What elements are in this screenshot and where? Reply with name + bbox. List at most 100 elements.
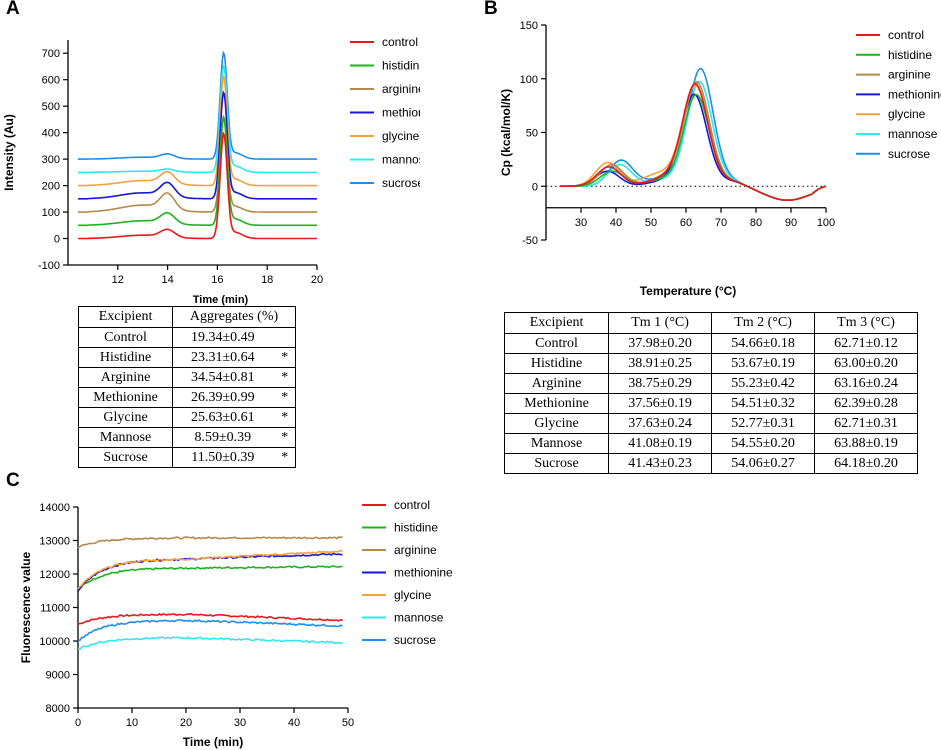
significance-mark: * [272, 347, 296, 368]
excipient-cell: Arginine [77, 367, 174, 388]
series-line-control [77, 612, 343, 626]
table-header-row: Excipient Tm 1 (°C) Tm 2 (°C) Tm 3 (°C) [503, 312, 918, 334]
y-tick-label: 700 [42, 48, 60, 60]
header-excipient: Excipient [77, 306, 174, 328]
series-line-arginine [77, 536, 343, 549]
x-tick-label: 16 [211, 274, 223, 286]
tm2-cell: 54.66±0.18 [711, 333, 816, 354]
table-row: Glycine 25.63±0.61 * [77, 407, 296, 428]
significance-mark: * [272, 427, 296, 448]
table-row: Mannose 8.59±0.39 * [77, 427, 296, 448]
y-tick-label: 14000 [39, 502, 70, 514]
tm2-cell: 53.67±0.19 [711, 353, 816, 374]
chart-a-intensity: -100 0 100 200 300 400 500 600 700 12 14 16 18 20 Inte… [2, 35, 420, 306]
tm3-cell: 63.88±0.19 [814, 433, 918, 454]
excipient-cell: Glycine [503, 413, 610, 434]
y-tick-label: 12000 [39, 569, 70, 581]
excipient-cell: Control [77, 327, 174, 348]
aggregates-cell: 11.50±0.39 [172, 447, 273, 468]
x-tick-label: 100 [817, 217, 835, 229]
x-tick-label: 0 [75, 717, 81, 729]
aggregates-cell: 8.59±0.39 [172, 427, 273, 448]
excipient-cell: Glycine [77, 407, 174, 428]
series-line-glycine [78, 74, 317, 187]
x-tick-label: 14 [161, 274, 173, 286]
series-line-glycine [77, 549, 343, 590]
series-line-sucrose [77, 619, 343, 642]
legend-label-histidine: histidine [382, 59, 420, 73]
tm2-cell: 54.55±0.20 [711, 433, 816, 454]
y-tick-label: 0 [54, 234, 60, 246]
y-tick-label: 200 [42, 181, 60, 193]
legend-label-histidine: histidine [394, 521, 438, 535]
x-axis-title: Time (min) [193, 294, 249, 306]
header-tm3: Tm 3 (°C) [814, 312, 918, 334]
y-tick-label: 600 [42, 75, 60, 87]
excipient-cell: Sucrose [77, 447, 174, 468]
excipient-cell: Arginine [503, 373, 610, 394]
excipient-cell: Methionine [503, 393, 610, 414]
legend-label-sucrose: sucrose [394, 633, 436, 647]
tm3-cell: 62.71±0.31 [814, 413, 918, 434]
y-axis-title: Fluorescence value [19, 551, 33, 663]
chart-b-cp: -50 0 50 100 150 30 40 50 60 70 80 90 100 Cp (kcal/mo… [499, 20, 941, 298]
series-line-sucrose [78, 50, 317, 160]
aggregates-cell: 34.54±0.81 [172, 367, 273, 388]
header-aggregates: Aggregates (%) [172, 306, 296, 328]
tm1-cell: 37.98±0.20 [608, 333, 713, 354]
table-row: Arginine 38.75±0.29 55.23±0.42 63.16±0.24 [503, 373, 918, 394]
significance-mark [272, 327, 296, 348]
excipient-cell: Histidine [77, 347, 174, 368]
table-row: Histidine 38.91±0.25 53.67±0.19 63.00±0.20 [503, 353, 918, 374]
tm1-cell: 37.63±0.24 [608, 413, 713, 434]
aggregates-cell: 26.39±0.99 [172, 387, 273, 408]
y-axis-title: Cp (kcal/mol/K) [499, 89, 513, 176]
tm2-cell: 54.51±0.32 [711, 393, 816, 414]
y-tick-label: 50 [526, 128, 538, 140]
legend-label-mannose: mannose [394, 611, 444, 625]
header-excipient: Excipient [503, 312, 610, 334]
table-row: Sucrose 11.50±0.39 * [77, 447, 296, 468]
excipient-cell: Control [503, 333, 610, 354]
tm2-cell: 54.06±0.27 [711, 453, 816, 474]
series-line-control [78, 131, 317, 240]
legend-label-sucrose: sucrose [382, 176, 420, 190]
excipient-cell: Histidine [503, 353, 610, 374]
table-row: Methionine 37.56±0.19 54.51±0.32 62.39±0.28 [503, 393, 918, 414]
excipient-cell: Sucrose [503, 453, 610, 474]
legend-label-methionine: methionine [382, 106, 420, 120]
series-line-histidine [78, 115, 317, 227]
y-tick-label: 13000 [39, 536, 70, 548]
y-tick-label: -50 [522, 235, 538, 247]
legend-label-arginine: arginine [888, 68, 931, 82]
header-tm2: Tm 2 (°C) [711, 312, 816, 334]
tm3-cell: 63.00±0.20 [814, 353, 918, 374]
x-axis-title: Temperature (°C) [640, 284, 737, 298]
x-tick-label: 40 [610, 217, 622, 229]
legend-label-glycine: glycine [382, 129, 420, 143]
legend-label-methionine: methionine [394, 566, 453, 580]
legend-label-arginine: arginine [394, 543, 437, 557]
series-line-methionine [78, 90, 317, 200]
excipient-cell: Mannose [77, 427, 174, 448]
x-tick-label: 18 [261, 274, 273, 286]
table-row: Glycine 37.63±0.24 52.77±0.31 62.71±0.31 [503, 413, 918, 434]
series-line-arginine [78, 114, 317, 213]
legend-label-control: control [888, 28, 924, 42]
x-tick-label: 20 [311, 274, 323, 286]
legend-label-control: control [394, 498, 430, 512]
series-line-glycine [560, 84, 827, 201]
panel-label-a: A [6, 0, 20, 19]
y-tick-label: 100 [42, 207, 60, 219]
legend-label-histidine: histidine [888, 48, 932, 62]
y-tick-label: 11000 [40, 603, 70, 615]
y-tick-label: 400 [42, 128, 60, 140]
y-tick-label: 9000 [46, 670, 70, 682]
aggregates-cell: 23.31±0.64 [172, 347, 273, 368]
tm1-cell: 38.75±0.29 [608, 373, 713, 394]
tm3-cell: 62.71±0.12 [814, 333, 918, 354]
tm1-cell: 41.08±0.19 [608, 433, 713, 454]
legend-label-mannose: mannose [888, 127, 938, 141]
y-tick-label: -100 [38, 260, 60, 272]
table-row: Sucrose 41.43±0.23 54.06±0.27 64.18±0.20 [503, 453, 918, 474]
